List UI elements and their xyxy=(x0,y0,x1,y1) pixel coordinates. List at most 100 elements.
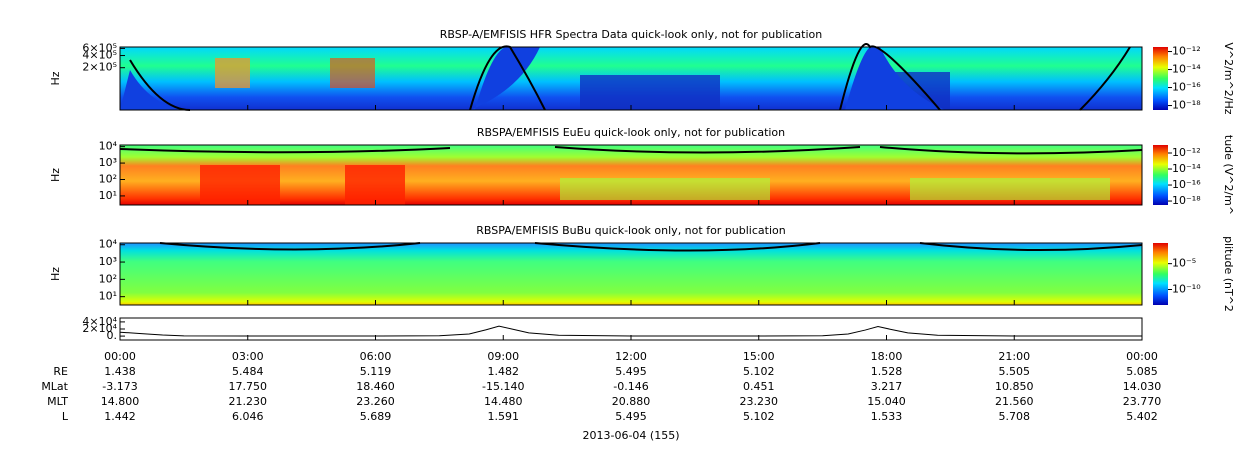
y-tick-label: 10¹ xyxy=(99,189,117,202)
colorbar-tick-label: 10⁻¹⁰ xyxy=(1172,283,1201,296)
colorbar-tick-label: 10⁻¹⁶ xyxy=(1172,178,1201,191)
y-tick-label: 10¹ xyxy=(99,290,117,303)
ephemeris-value: 1.442 xyxy=(104,410,136,423)
ephemeris-value: 5.689 xyxy=(360,410,392,423)
y-tick-label: 10³ xyxy=(99,156,117,169)
colorbar-tick-label: 10⁻¹⁸ xyxy=(1172,194,1201,207)
y-tick-label: 10² xyxy=(99,272,117,285)
colorbar-tick-label: 10⁻⁵ xyxy=(1172,257,1196,270)
ephemeris-value: 1.528 xyxy=(871,365,903,378)
ephemeris-value: 5.119 xyxy=(360,365,392,378)
panel-title: RBSPA/EMFISIS EuEu quick-look only, not … xyxy=(477,126,785,139)
ephemeris-value: 21.560 xyxy=(995,395,1034,408)
x-tick-label: 12:00 xyxy=(615,350,647,363)
ephemeris-value: 5.708 xyxy=(999,410,1031,423)
ephemeris-label: MLT xyxy=(47,395,68,408)
colorbar-tick-label: 10⁻¹⁴ xyxy=(1172,162,1201,175)
spectrogram-image xyxy=(580,75,720,110)
y-tick-label: 4×10⁴ xyxy=(82,315,117,328)
y-tick-label: 10² xyxy=(99,172,117,185)
x-tick-label: 06:00 xyxy=(360,350,392,363)
y-tick-label: 4×10⁵ xyxy=(82,49,117,62)
cyclotron-curve xyxy=(159,242,1143,252)
y-tick-label: 0. xyxy=(107,329,118,342)
ephemeris-value: 14.800 xyxy=(101,395,140,408)
x-tick-label: 00:00 xyxy=(1126,350,1158,363)
ephemeris-value: 1.482 xyxy=(488,365,520,378)
y-tick-label: 10⁴ xyxy=(99,238,118,251)
ephemeris-label: RE xyxy=(53,365,68,378)
ephemeris-value: 1.591 xyxy=(488,410,520,423)
ephemeris-value: 5.495 xyxy=(615,410,647,423)
colorbar-tick-label: 10⁻¹⁶ xyxy=(1172,81,1201,94)
y-axis-label: Hz xyxy=(49,168,62,182)
x-tick-label: 21:00 xyxy=(998,350,1030,363)
ephemeris-value: 5.102 xyxy=(743,410,775,423)
ephemeris-value: 20.880 xyxy=(612,395,651,408)
ephemeris-value: -0.146 xyxy=(613,380,648,393)
ephemeris-value: 23.770 xyxy=(1123,395,1162,408)
y-tick-label: 10³ xyxy=(99,255,117,268)
ephemeris-value: 5.102 xyxy=(743,365,775,378)
y-tick-label: 2×10⁵ xyxy=(82,61,117,74)
colorbar xyxy=(1153,145,1168,205)
ephemeris-value: -3.173 xyxy=(102,380,137,393)
y-tick-label: 6×10⁵ xyxy=(82,41,117,54)
ephemeris-label: L xyxy=(62,410,69,423)
ephemeris-value: 3.217 xyxy=(871,380,903,393)
spectrogram-image xyxy=(120,243,1142,305)
x-axis-label: 2013-06-04 (155) xyxy=(582,429,679,442)
panel-title: RBSP-A/EMFISIS HFR Spectra Data quick-lo… xyxy=(440,28,823,41)
colorbar-tick-label: 10⁻¹⁴ xyxy=(1172,63,1201,76)
ephemeris-value: 10.850 xyxy=(995,380,1034,393)
ephemeris-value: 5.402 xyxy=(1126,410,1158,423)
y-axis-label: Hz xyxy=(49,71,62,85)
x-tick-label: 03:00 xyxy=(232,350,264,363)
ephemeris-value: 23.260 xyxy=(356,395,395,408)
ephemeris-value: 6.046 xyxy=(232,410,264,423)
ephemeris-value: 18.460 xyxy=(356,380,395,393)
x-tick-label: 18:00 xyxy=(871,350,903,363)
x-tick-label: 09:00 xyxy=(487,350,519,363)
ephemeris-value: 15.040 xyxy=(867,395,906,408)
spectrogram-image xyxy=(345,165,405,205)
colorbar xyxy=(1153,47,1168,110)
ephemeris-value: 5.505 xyxy=(999,365,1031,378)
ephemeris-value: 1.533 xyxy=(871,410,903,423)
colorbar xyxy=(1153,243,1168,305)
colorbar-tick-label: 10⁻¹⁸ xyxy=(1172,99,1201,112)
spectrogram-image xyxy=(200,165,280,205)
x-tick-label: 00:00 xyxy=(104,350,136,363)
ephemeris-value: -15.140 xyxy=(482,380,524,393)
ephemeris-value: 0.451 xyxy=(743,380,775,393)
ephemeris-value: 5.495 xyxy=(615,365,647,378)
line xyxy=(119,325,1142,337)
y-tick-label: 2×10⁴ xyxy=(82,322,117,335)
ephemeris-value: 17.750 xyxy=(229,380,268,393)
colorbar-label: V^2/m^2/Hz xyxy=(1222,42,1235,114)
ephemeris-value: 5.085 xyxy=(1126,365,1158,378)
spectrogram-images xyxy=(119,43,1143,305)
spectrogram-image xyxy=(910,178,1110,200)
spectrogram-image xyxy=(330,58,375,88)
y-tick-label: 10⁴ xyxy=(99,140,118,153)
spectrogram-image xyxy=(215,58,250,88)
spectrogram-image xyxy=(120,47,945,110)
colorbar-tick-label: 10⁻¹² xyxy=(1172,146,1201,159)
x-tick-label: 15:00 xyxy=(743,350,775,363)
cyclotron-curve xyxy=(119,146,1143,155)
panel-title: RBSPA/EMFISIS BuBu quick-look only, not … xyxy=(476,224,786,237)
spectrogram-image xyxy=(560,178,770,200)
colorbar-label: tude (V^2/m^ xyxy=(1222,135,1235,215)
colorbar-label: plitude (nT^2 xyxy=(1222,236,1235,312)
colorbar-tick-label: 10⁻¹² xyxy=(1172,45,1201,58)
ephemeris-value: 5.484 xyxy=(232,365,264,378)
ephemeris-value: 14.030 xyxy=(1123,380,1162,393)
ephemeris-value: 14.480 xyxy=(484,395,523,408)
ephemeris-value: 1.438 xyxy=(104,365,136,378)
ephemeris-value: 21.230 xyxy=(229,395,268,408)
y-axis-label: Hz xyxy=(49,267,62,281)
ephemeris-label: MLat xyxy=(41,380,68,393)
ephemeris-value: 23.230 xyxy=(740,395,779,408)
